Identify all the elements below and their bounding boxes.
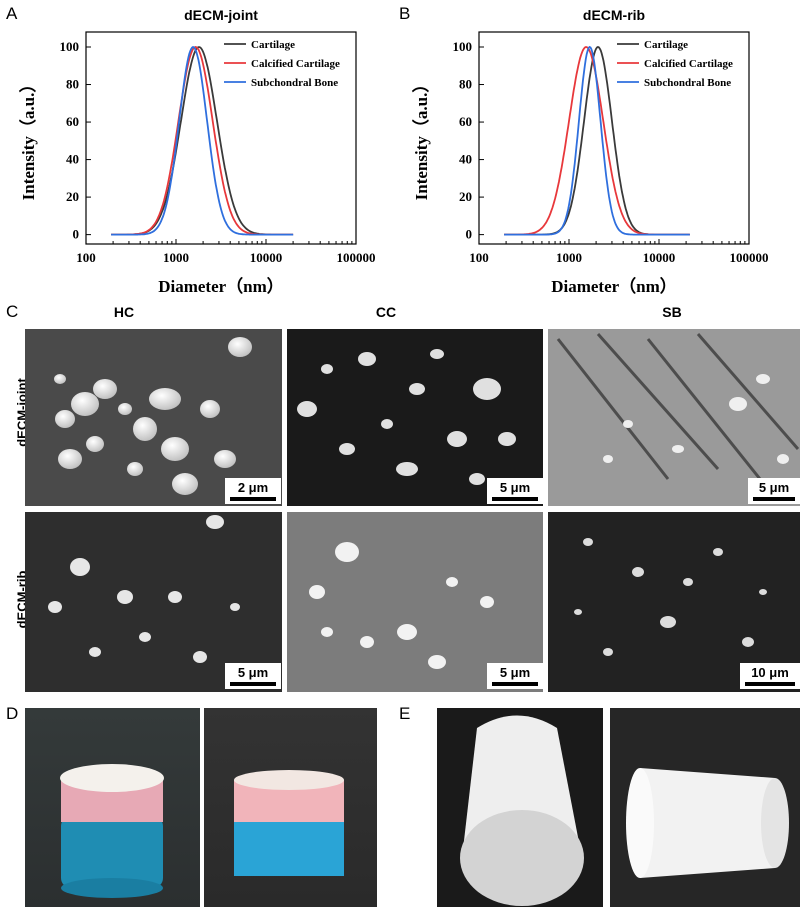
scaffold-2-drawing xyxy=(234,770,344,876)
afm-particles-rib-sb xyxy=(574,538,767,656)
scale-bar-joint-sb-line xyxy=(753,497,795,501)
afm-image-rib-sb xyxy=(548,512,800,692)
chart-title: dECM-rib xyxy=(583,7,645,23)
panel-label-a: A xyxy=(6,4,18,23)
scale-bar-joint-hc: 2 μm xyxy=(225,478,281,504)
scale-bar-rib-sb: 10 μm xyxy=(740,663,800,689)
y-tick-label: 100 xyxy=(453,39,473,54)
photo-layered-scaffold-1 xyxy=(25,708,200,907)
scale-bar-rib-hc-line xyxy=(230,682,276,686)
column-head-hc: HC xyxy=(113,304,135,320)
column-head-sb: SB xyxy=(662,304,682,320)
chart-decm-joint-svg: dECM-joint 0 20 40 60 80 100 100 1000 10000 100000… xyxy=(18,7,376,296)
legend-label-1: Cartilage xyxy=(251,39,295,51)
y-tick-label: 60 xyxy=(459,114,472,129)
scale-bar-rib-cc-label: 5 μm xyxy=(499,665,531,680)
legend-label-3: Subchondral Bone xyxy=(251,77,338,89)
x-tick-label: 100000 xyxy=(730,250,769,265)
x-tick-label: 100000 xyxy=(337,250,376,265)
plot-frame xyxy=(85,31,357,245)
y-tick-label: 20 xyxy=(66,189,79,204)
scale-bar-rib-cc-line xyxy=(492,682,538,686)
afm-particles-joint-hc xyxy=(54,337,252,495)
afm-image-rib-hc xyxy=(25,512,282,692)
y-tick-label: 100 xyxy=(60,39,80,54)
photo-cylinder-end xyxy=(437,708,603,907)
x-tick-label: 1000 xyxy=(163,250,189,265)
series-line-1 xyxy=(111,46,294,236)
series-line-2 xyxy=(111,46,294,236)
y-tick-label: 80 xyxy=(459,77,472,92)
column-head-cc: CC xyxy=(375,304,397,320)
plot-frame xyxy=(478,31,750,245)
panel-label-b: B xyxy=(399,4,411,23)
chart-title: dECM-joint xyxy=(184,7,258,23)
scale-bar-joint-sb-label: 5 μm xyxy=(758,480,790,495)
x-axis-label: Diameter（nm） xyxy=(551,276,677,296)
legend-label-2: Calcified Cartilage xyxy=(644,58,733,70)
x-tick-label: 100 xyxy=(76,250,96,265)
scale-bar-rib-sb-line xyxy=(745,682,795,686)
afm-particles-joint-cc xyxy=(297,349,516,485)
chart-decm-joint: dECM-joint 0 20 40 60 80 100 100 1000 10000 100000… xyxy=(0,0,400,300)
afm-image-joint-hc xyxy=(25,329,282,506)
scale-bar-rib-cc: 5 μm xyxy=(487,663,543,689)
x-tick-label: 100 xyxy=(469,250,489,265)
series-line-1 xyxy=(504,46,690,236)
scale-bar-rib-hc: 5 μm xyxy=(225,663,281,689)
legend-label-3: Subchondral Bone xyxy=(644,77,731,89)
panel-label-c: C xyxy=(6,302,19,321)
cylinder-end-drawing xyxy=(460,715,584,906)
series-line-3 xyxy=(111,46,294,236)
y-axis-label: Intensity（a.u.） xyxy=(18,76,38,201)
scaffold-1-drawing xyxy=(60,764,164,898)
x-tick-label: 10000 xyxy=(250,250,283,265)
cylinder-side-drawing xyxy=(626,768,789,878)
photo-layered-scaffold-2 xyxy=(204,708,377,907)
chart-decm-rib: dECM-rib 0 20 40 60 80 100 100 1000 10000 100000 Di… xyxy=(393,0,793,300)
chart-decm-rib-svg: dECM-rib 0 20 40 60 80 100 100 1000 10000 100000 Di… xyxy=(411,7,769,296)
photo-cylinder-side xyxy=(610,708,800,907)
scale-bar-rib-hc-label: 5 μm xyxy=(237,665,269,680)
x-axis-label: Diameter（nm） xyxy=(158,276,284,296)
afm-particles-rib-cc xyxy=(309,542,494,669)
y-axis-label: Intensity（a.u.） xyxy=(411,76,431,201)
y-tick-label: 80 xyxy=(66,77,79,92)
legend-label-2: Calcified Cartilage xyxy=(251,58,340,70)
series-line-3 xyxy=(504,45,690,236)
scale-bar-joint-cc-line xyxy=(492,497,538,501)
scale-bar-rib-sb-label: 10 μm xyxy=(751,665,789,680)
scale-bar-joint-hc-line xyxy=(230,497,276,501)
panel-label-e: E xyxy=(399,704,411,723)
y-tick-label: 60 xyxy=(66,114,79,129)
afm-image-joint-cc xyxy=(287,329,543,506)
scale-bar-joint-sb: 5 μm xyxy=(748,478,800,504)
afm-image-rib-cc xyxy=(287,512,543,692)
scale-bar-joint-hc-label: 2 μm xyxy=(237,480,269,495)
y-tick-label: 20 xyxy=(459,189,472,204)
y-tick-label: 40 xyxy=(66,152,79,167)
series-line-2 xyxy=(504,46,690,236)
y-tick-label: 40 xyxy=(459,152,472,167)
afm-image-joint-sb xyxy=(548,329,800,506)
legend-label-1: Cartilage xyxy=(644,39,688,51)
afm-particles-rib-hc xyxy=(48,515,240,663)
scale-bar-joint-cc: 5 μm xyxy=(487,478,543,504)
y-tick-label: 0 xyxy=(466,227,473,242)
panel-label-d: D xyxy=(6,704,19,723)
x-tick-label: 1000 xyxy=(556,250,582,265)
y-tick-label: 0 xyxy=(73,227,80,242)
x-tick-label: 10000 xyxy=(643,250,676,265)
scale-bar-joint-cc-label: 5 μm xyxy=(499,480,531,495)
afm-particles-joint-sb xyxy=(556,333,800,490)
